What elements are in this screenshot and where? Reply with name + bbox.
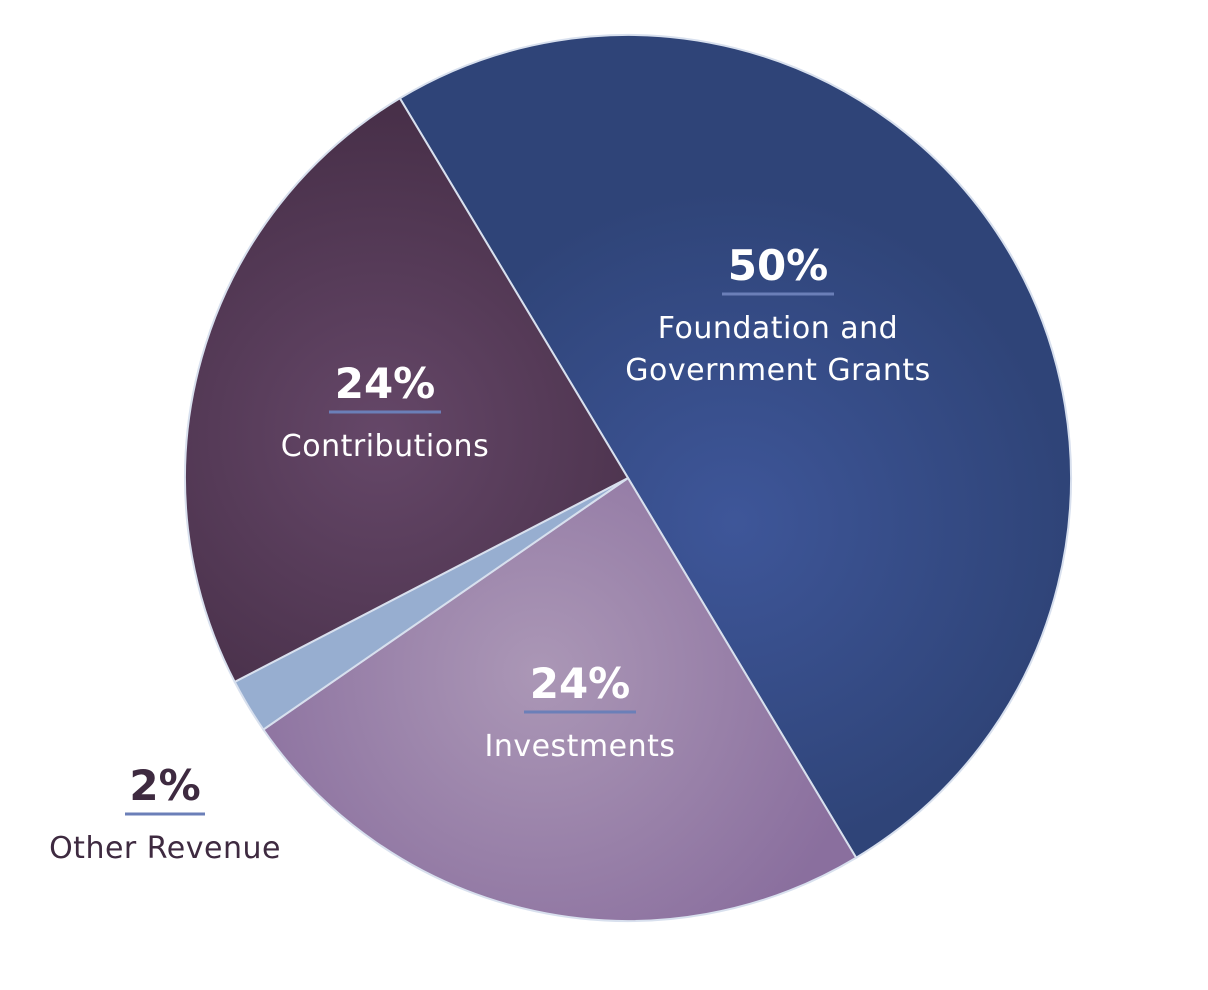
slice-category-label: Investments (484, 729, 675, 764)
slice-category-label: Government Grants (625, 353, 931, 388)
slice-value-label: 24% (335, 359, 436, 408)
slice-value-label: 50% (728, 241, 829, 290)
pie-slice-1 (261, 476, 858, 922)
pie-slices (184, 34, 1072, 922)
pie-slice-3 (184, 96, 630, 684)
pie-slice-0 (398, 34, 1072, 860)
slice-category-label: Contributions (281, 429, 489, 464)
slice-value-label: 24% (530, 659, 631, 708)
slice-category-label: Other Revenue (49, 831, 281, 866)
slice-category-label: Foundation and (658, 311, 898, 346)
slice-value-label: 2% (129, 761, 200, 810)
pie-labels: 50% Foundation and Government Grants 24% Inv… (49, 241, 931, 866)
